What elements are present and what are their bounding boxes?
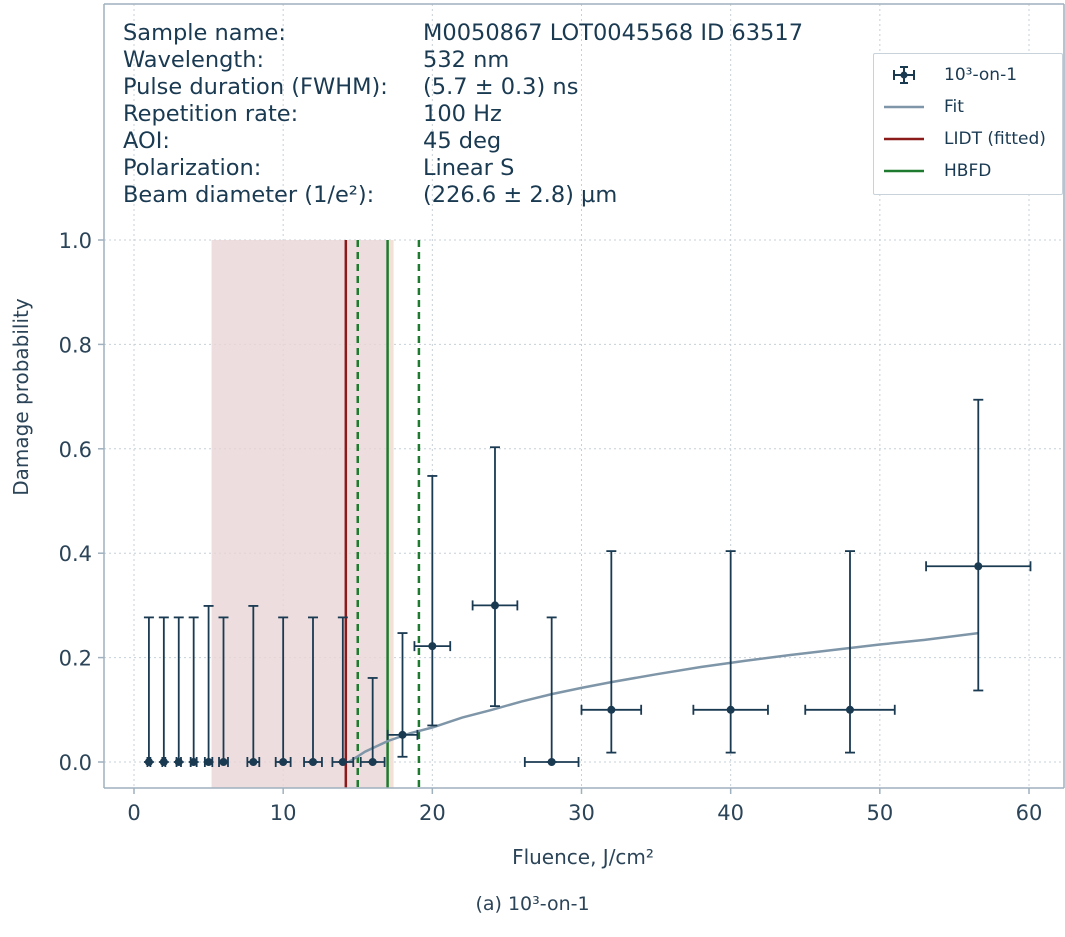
x-tick-label: 40 [717,801,744,825]
hbfd-band [387,240,394,788]
lidt-band [211,240,394,788]
x-tick-label: 0 [127,801,140,825]
axes [103,3,1065,789]
x-tick-label: 50 [866,801,893,825]
info-value: 532 nm [423,47,510,73]
point-marker [174,758,183,766]
info-value: 100 Hz [423,101,502,127]
point-marker [338,758,347,766]
point-marker [309,758,317,766]
info-label: Beam diameter (1/e²): [123,182,375,208]
point-marker [219,758,228,766]
point-marker [846,705,854,714]
point-marker [726,705,735,714]
legend-label: 10³-on-1 [944,65,1018,85]
legend-item-lidt: LIDT (fitted) [874,128,1062,150]
data-point [246,605,261,767]
info-label: AOI: [123,128,170,154]
x-tick-label: 10 [270,801,297,825]
y-tick-label: 0.0 [59,751,92,775]
point-marker [368,758,377,766]
x-tick-label: 30 [568,801,595,825]
lidt-line-icon [884,137,924,141]
data-point [692,550,769,754]
data-points [143,398,1032,767]
info-value: (226.6 ± 2.8) µm [423,182,618,208]
data-point [188,616,199,767]
point-marker [490,601,499,610]
data-point [804,550,896,754]
figure-caption: (a) 10³-on-1 [475,893,590,915]
point-marker [974,562,983,571]
point-marker [204,758,213,766]
legend-label: Fit [944,97,964,117]
data-point [471,446,519,708]
legend-label: HBFD [944,161,992,181]
data-point [413,475,452,727]
chart: 0 10 20 30 40 50 60 0.0 0.2 0.4 0.6 0.8 1.0 Fluence,… [9,3,1065,869]
y-tick-label: 1.0 [59,229,92,253]
info-label: Sample name: [123,20,286,46]
data-point [303,616,323,767]
data-point [580,550,643,754]
data-point [331,616,355,767]
fit-line [348,631,979,764]
legend-label: LIDT (fitted) [944,129,1046,149]
info-value: M0050867 LOT0045568 ID 63517 [423,20,804,46]
point-marker [547,758,556,766]
point-marker [607,705,616,714]
point-marker [279,758,288,766]
info-label: Polarization: [123,155,262,181]
data-point [523,616,580,767]
legend: 10³-on-1 Fit LIDT (fitted) HBFD [873,53,1063,195]
data-point [173,616,184,767]
info-value: 45 deg [423,128,502,154]
x-axis-label: Fluence, J/cm² [512,845,654,869]
hbfd-line-icon [884,169,924,173]
info-values: M0050867 LOT0045568 ID 63517 532 nm (5.7… [423,20,803,209]
info-label: Pulse duration (FWHM): [123,74,388,100]
info-value: Linear S [423,155,515,181]
point-marker [159,758,168,766]
y-tick-label: 0.8 [59,333,92,357]
info-label: Repetition rate: [123,101,299,127]
legend-item-fit: Fit [874,96,1062,118]
y-tick-label: 0.4 [59,542,92,566]
data-point [143,616,154,767]
fit-line-icon [884,105,924,109]
data-point [218,616,229,767]
y-tick-label: 0.6 [59,438,92,462]
info-value: (5.7 ± 0.3) ns [423,74,579,100]
point-marker [398,730,407,739]
y-tick-label: 0.2 [59,647,92,671]
data-point [359,677,386,767]
point-marker [249,758,258,766]
point-marker [189,758,198,766]
info-label: Wavelength: [123,47,265,73]
data-point [158,616,169,767]
x-tick-label: 20 [419,801,446,825]
info-labels: Sample name: Wavelength: Pulse duration … [123,20,388,209]
x-tick-label: 60 [1016,801,1043,825]
data-point [274,616,292,767]
point-marker [428,642,437,651]
tick-labels: 0 10 20 30 40 50 60 0.0 0.2 0.4 0.6 0.8 1.0 [59,229,1043,825]
data-point [386,632,419,758]
legend-item-hbfd: HBFD [874,160,1062,182]
lidt-uncertainty-band [211,240,394,788]
threshold-lines [344,240,421,788]
fit-curve [348,631,979,764]
y-axis-label: Damage probability [9,298,33,496]
data-point [203,605,214,767]
point-marker [144,758,153,766]
errorbar-marker-icon [893,66,915,84]
data-point [925,398,1032,692]
legend-item-data: 10³-on-1 [874,64,1062,86]
